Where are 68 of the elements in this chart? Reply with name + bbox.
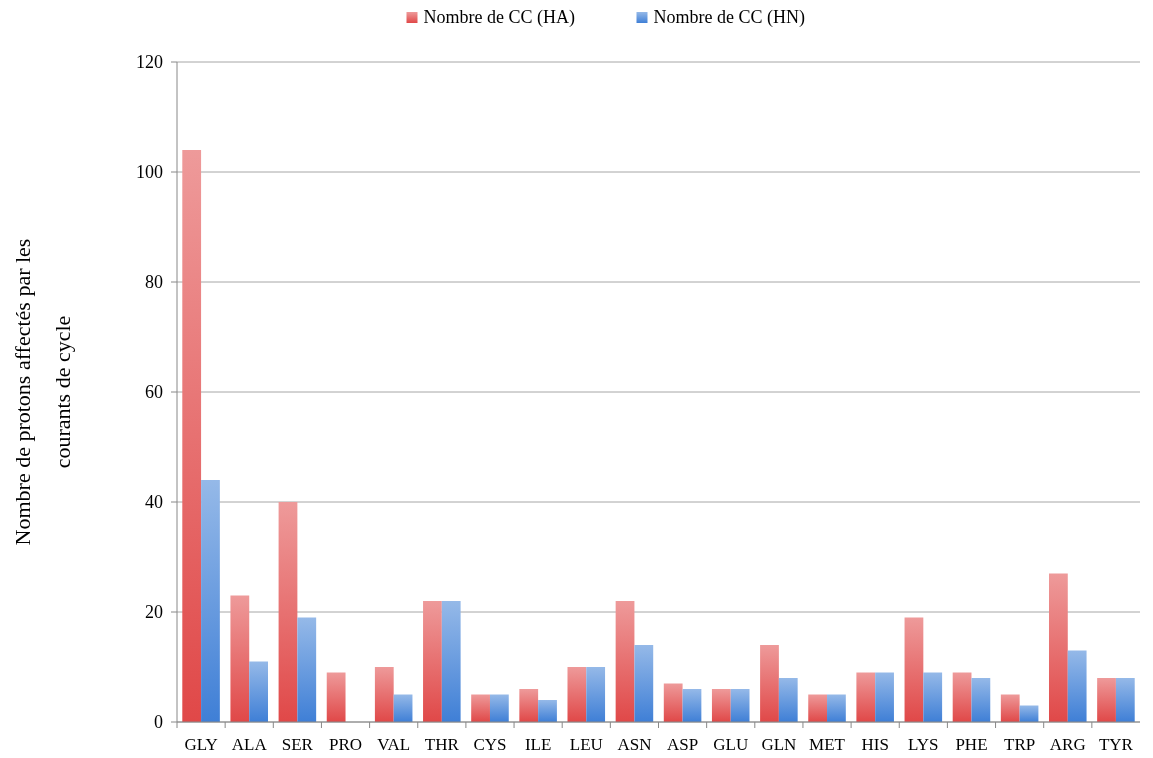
x-tick-label: HIS [861, 735, 889, 754]
bar [374, 667, 394, 722]
x-tick-label: ALA [231, 735, 268, 754]
bar [1115, 678, 1135, 722]
x-tick-label: LYS [908, 735, 939, 754]
x-tick-label: ASP [666, 735, 699, 754]
bar [875, 672, 894, 722]
x-tick-label: ILE [524, 735, 552, 754]
bar [1049, 573, 1068, 722]
x-tick-label: CYS [473, 735, 507, 754]
bar [615, 601, 635, 722]
x-tick-label: MET [809, 735, 846, 754]
bar [326, 672, 346, 722]
x-tick-label: ASN [617, 735, 652, 754]
bar [1097, 678, 1116, 722]
y-tick-label: 100 [136, 162, 163, 183]
y-tick-label: 0 [154, 712, 163, 733]
y-tick-label: 60 [145, 382, 163, 403]
y-tick-label: 20 [145, 602, 163, 623]
bar [1067, 650, 1087, 722]
bar [519, 689, 539, 722]
y-tick-label: 80 [145, 272, 163, 293]
bar [230, 595, 250, 722]
y-tick-label: 40 [145, 492, 163, 513]
bar [278, 502, 298, 722]
x-tick-label: GLY [184, 735, 218, 754]
x-tick-label: LEU [569, 735, 603, 754]
x-tick-label: GLN [761, 735, 797, 754]
bar [682, 689, 702, 722]
bar [971, 678, 991, 722]
bar [952, 672, 972, 722]
legend-label: Nombre de CC (HA) [423, 7, 575, 28]
bar [711, 689, 731, 722]
x-tick-label: ARG [1049, 735, 1086, 754]
y-tick-label: 120 [136, 52, 163, 73]
bar [423, 601, 442, 722]
bar [827, 694, 846, 722]
bar [1000, 694, 1020, 722]
bar [923, 672, 943, 722]
bar [297, 617, 317, 722]
x-tick-label: TRP [1004, 735, 1036, 754]
legend-label: Nombre de CC (HN) [653, 7, 805, 28]
bar [393, 694, 413, 722]
bar [182, 150, 202, 722]
y-axis-title: Nombre de protons affectés par les courants de cycle [10, 238, 75, 546]
x-tick-label: TYR [1098, 735, 1134, 754]
bar [567, 667, 587, 722]
bar [201, 480, 220, 722]
bar [856, 672, 876, 722]
bar [730, 689, 750, 722]
bar [778, 678, 798, 722]
bar [663, 683, 683, 722]
x-tick-label: VAL [377, 735, 411, 754]
bar [634, 645, 654, 722]
bar [441, 601, 461, 722]
bar [904, 617, 924, 722]
bar [249, 661, 268, 722]
x-tick-label: GLU [713, 735, 749, 754]
bar [538, 700, 557, 722]
bar [489, 694, 509, 722]
x-tick-label: PRO [328, 735, 363, 754]
bar [760, 645, 779, 722]
x-tick-label: SER [281, 735, 314, 754]
x-tick-label: PHE [955, 735, 988, 754]
bar [586, 667, 606, 722]
bar [471, 694, 490, 722]
x-tick-label: THR [424, 735, 460, 754]
bar [808, 694, 828, 722]
